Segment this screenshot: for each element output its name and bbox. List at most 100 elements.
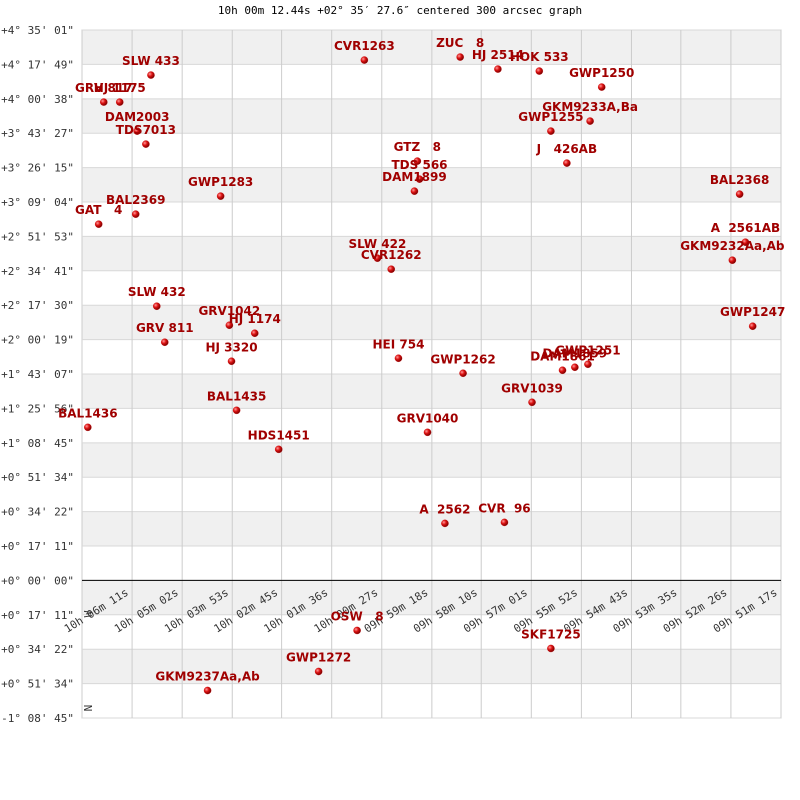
star xyxy=(535,67,544,75)
y-tick-label: +3° 43' 27" xyxy=(1,127,74,140)
star xyxy=(413,157,422,165)
star xyxy=(133,127,141,135)
y-tick-label: +0° 17' 11" xyxy=(1,609,74,622)
star-label: BAL2368 xyxy=(710,173,769,187)
star-label: SLW 422 xyxy=(349,237,407,251)
star-label: SLW 432 xyxy=(128,285,186,299)
star-label: TDS 566 xyxy=(392,158,448,172)
star xyxy=(142,140,150,148)
compass-north: N xyxy=(82,705,95,712)
star xyxy=(84,423,92,432)
star-label: GKM9232Aa,Ab xyxy=(680,239,785,253)
y-tick-label: -1° 08' 45" xyxy=(1,712,74,725)
y-tick-label: +0° 34' 22" xyxy=(1,506,74,519)
star xyxy=(423,428,432,437)
star xyxy=(394,354,403,363)
y-tick-label: +4° 35' 01" xyxy=(1,24,74,37)
star-label: CVR1262 xyxy=(361,248,422,262)
y-tick-label: +0° 17' 11" xyxy=(1,540,74,553)
star xyxy=(441,519,449,528)
star-label: HJ 3320 xyxy=(205,340,257,354)
star xyxy=(584,360,592,369)
star-label: TDS7013 xyxy=(116,123,176,137)
star xyxy=(153,302,161,310)
star-label: BAL1435 xyxy=(207,389,266,403)
star xyxy=(131,210,140,218)
star-label: GKM9237Aa,Ab xyxy=(155,669,260,683)
y-tick-label: +0° 00' 00" xyxy=(1,574,74,587)
star xyxy=(251,329,259,337)
star xyxy=(387,265,395,273)
star-label: GTZ 8 xyxy=(394,140,441,154)
star xyxy=(274,445,283,454)
star-label: HJ 1174 xyxy=(229,312,281,326)
star-label: HEI 754 xyxy=(373,337,425,351)
star-label: HJ 1175 xyxy=(94,81,146,95)
star xyxy=(410,187,419,195)
star xyxy=(147,71,155,79)
star-label: J 426AB xyxy=(536,142,597,156)
star xyxy=(415,175,424,183)
star xyxy=(748,322,757,330)
star-label: GRV 817 xyxy=(75,81,133,95)
star xyxy=(100,98,108,106)
y-tick-label: +0° 51' 34" xyxy=(1,471,74,484)
star xyxy=(597,83,606,91)
y-tick-label: +0° 51' 34" xyxy=(1,678,74,691)
star xyxy=(353,626,361,635)
star-label: DAM2003 xyxy=(105,110,170,124)
star xyxy=(728,256,737,264)
star-label: A 2562 xyxy=(419,502,470,516)
star xyxy=(741,238,750,246)
y-tick-label: +2° 51' 53" xyxy=(1,230,74,243)
star xyxy=(558,366,567,375)
star-label: GWP1262 xyxy=(430,352,495,366)
star xyxy=(547,644,555,653)
star-label: GWP1255 xyxy=(518,110,583,124)
star-label: SLW 433 xyxy=(122,54,180,68)
y-tick-label: +4° 00' 38" xyxy=(1,93,74,106)
star-label: DAM1899 xyxy=(382,170,447,184)
star-label: GRV1039 xyxy=(501,381,563,395)
star xyxy=(735,190,744,198)
star-label: GRV 811 xyxy=(136,321,194,335)
star-label: CVR1263 xyxy=(334,39,395,53)
star xyxy=(203,686,212,695)
star xyxy=(225,321,234,329)
star-label: GWP1283 xyxy=(188,175,253,189)
star-label: GWP1272 xyxy=(286,650,351,664)
star-label: GKM9233A,Ba xyxy=(542,100,638,114)
y-tick-label: +1° 43' 07" xyxy=(1,368,74,381)
star xyxy=(494,65,502,73)
star-label: DAM1859 xyxy=(543,346,608,360)
star xyxy=(227,357,236,366)
star-label: OSW 8 xyxy=(331,609,384,623)
star xyxy=(459,369,467,378)
star-label: HJ 2514 xyxy=(472,48,524,62)
star xyxy=(571,363,579,372)
star-label: DAM1861 xyxy=(530,349,595,363)
star xyxy=(314,667,323,676)
star xyxy=(528,398,536,407)
star xyxy=(216,192,225,200)
star-label: A 2561AB xyxy=(711,221,780,235)
y-tick-label: +1° 25' 56" xyxy=(1,402,74,415)
star-label: HOK 533 xyxy=(510,50,569,64)
star-label: ZUC 8 xyxy=(436,36,484,50)
star xyxy=(94,220,103,228)
star xyxy=(360,56,369,64)
star xyxy=(586,117,594,125)
star xyxy=(456,53,464,61)
star-label: GWP1251 xyxy=(555,343,620,357)
y-tick-label: +0° 34' 22" xyxy=(1,643,74,656)
star-label: GWP1250 xyxy=(569,66,634,80)
y-tick-label: +2° 00' 19" xyxy=(1,334,74,347)
star-label: GRV1040 xyxy=(397,411,459,425)
star xyxy=(232,406,241,415)
y-tick-label: +4° 17' 49" xyxy=(1,58,74,71)
star xyxy=(160,338,169,346)
star xyxy=(500,518,509,527)
star xyxy=(547,127,555,135)
y-tick-label: +3° 09' 04" xyxy=(1,196,74,209)
